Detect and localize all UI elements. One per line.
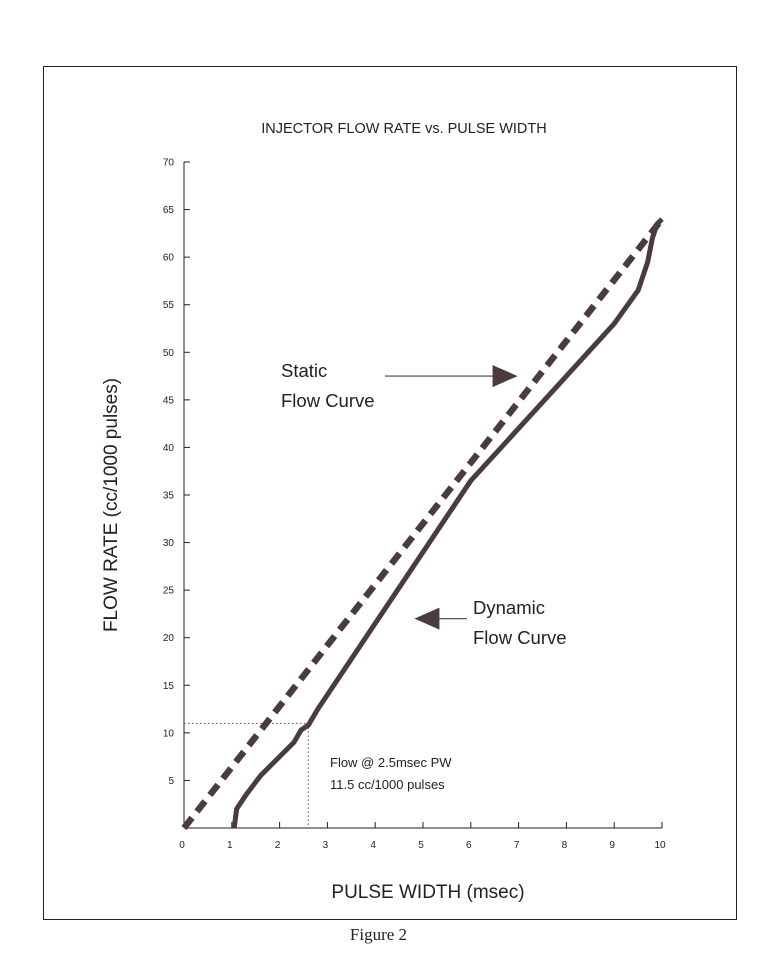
x-tick-label: 1 <box>227 840 233 851</box>
x-tick-label: 2 <box>275 840 281 851</box>
annotations: Static Flow Curve Dynamic Flow Curve Flow @ … <box>281 360 567 792</box>
y-tick-label: 20 <box>163 633 175 644</box>
y-tick-label: 70 <box>163 158 175 169</box>
reference-label-line: Flow @ 2.5msec PW <box>330 755 452 770</box>
static-curve-arrowhead <box>492 365 518 388</box>
y-tick-label: 35 <box>163 491 175 502</box>
y-tick-label: 40 <box>163 443 175 454</box>
x-tick-label: 9 <box>609 840 615 851</box>
x-tick-label: 0 <box>179 840 185 851</box>
y-tick-label: 55 <box>163 300 175 311</box>
static-curve-label-line: Static <box>281 360 327 381</box>
dynamic-curve-label-line: Flow Curve <box>473 627 567 648</box>
axes <box>183 162 662 829</box>
x-tick-label: 7 <box>514 840 520 851</box>
x-tick-label: 5 <box>418 840 424 851</box>
y-tick-label: 65 <box>163 205 175 216</box>
reference-label-line: 11.5 cc/1000 pulses <box>330 777 445 792</box>
y-tick-label: 15 <box>163 681 175 692</box>
chart-frame <box>43 66 737 920</box>
x-axis-title: PULSE WIDTH (msec) <box>331 882 524 903</box>
static-flow-curve <box>181 217 665 831</box>
x-tick-label: 10 <box>654 840 666 851</box>
y-tick-label: 25 <box>163 586 175 597</box>
y-tick-label: 5 <box>168 776 174 787</box>
dynamic-curve-label-line: Dynamic <box>473 597 545 618</box>
static-curve-label-line: Flow Curve <box>281 390 375 411</box>
y-tick-label: 10 <box>163 728 175 739</box>
x-tick-label: 3 <box>323 840 329 851</box>
x-tick-label: 4 <box>370 840 376 851</box>
y-tick-label: 45 <box>163 395 175 406</box>
y-tick-label: 60 <box>163 253 175 264</box>
y-tick-label: 50 <box>163 348 175 359</box>
dynamic-curve-arrowhead <box>414 607 440 630</box>
reference-lines <box>184 722 309 828</box>
dynamic-flow-curve <box>231 217 664 829</box>
x-tick-label: 8 <box>562 840 568 851</box>
y-axis-title: FLOW RATE (cc/1000 pulses) <box>101 378 122 632</box>
x-tick-label: 6 <box>466 840 472 851</box>
figure-caption: Figure 2 <box>349 925 408 944</box>
y-tick-label: 30 <box>163 538 175 549</box>
chart-title: INJECTOR FLOW RATE vs. PULSE WIDTH <box>261 121 546 137</box>
series <box>181 217 665 831</box>
